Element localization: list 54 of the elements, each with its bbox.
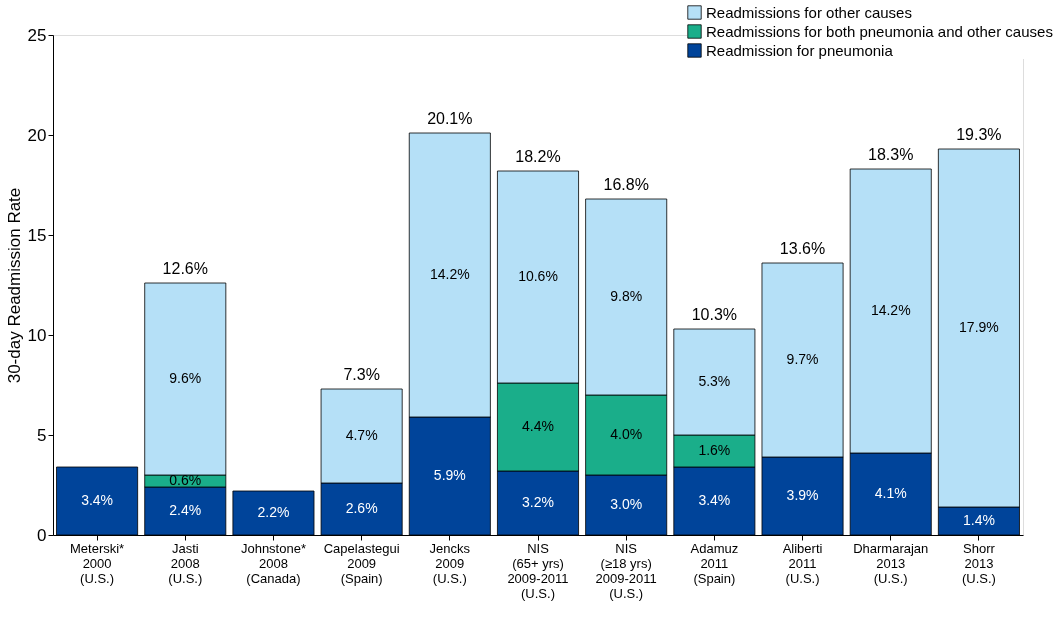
total-label: 20.1% xyxy=(427,110,473,127)
x-tick-label: Johnstone* 2008 (Canada) xyxy=(240,540,306,586)
y-tick-label: 5 xyxy=(37,425,47,445)
data-label: 10.6% xyxy=(518,268,558,284)
y-tick-label: 15 xyxy=(27,225,47,245)
data-label: 3.4% xyxy=(698,492,731,508)
data-label: 9.6% xyxy=(169,370,202,386)
data-label: 4.7% xyxy=(345,427,378,443)
data-label: 17.9% xyxy=(959,319,999,335)
y-tick-label: 20 xyxy=(27,125,47,145)
x-tick-label: Dharmarajan 2013 (U.S.) xyxy=(853,540,929,586)
x-tick-label: Jencks 2009 (U.S.) xyxy=(429,540,471,586)
data-label: 5.3% xyxy=(698,373,731,389)
legend-label: Readmissions for both pneumonia and other causes xyxy=(706,22,1053,40)
legend-label: Readmissions for other causes xyxy=(706,3,912,21)
total-label: 13.6% xyxy=(779,240,826,257)
data-label: 3.2% xyxy=(522,494,554,510)
data-label: 14.2% xyxy=(870,302,911,318)
total-label: 18.2% xyxy=(515,148,561,165)
total-label: 7.3% xyxy=(343,366,380,383)
data-label: 9.7% xyxy=(786,351,819,367)
x-tick-label: NIS (65+ yrs) 2009-2011 (U.S.) xyxy=(507,540,569,601)
data-label: 4.1% xyxy=(874,485,907,501)
total-label: 10.3% xyxy=(691,306,738,323)
data-label: 1.4% xyxy=(962,512,995,528)
x-tick-label: Adamuz 2011 (Spain) xyxy=(690,540,739,586)
data-label: 2.2% xyxy=(257,504,290,520)
data-label: 2.6% xyxy=(345,500,378,516)
total-label: 18.3% xyxy=(868,146,914,163)
data-label: 5.9% xyxy=(433,467,466,483)
data-label: 4.0% xyxy=(610,426,643,442)
data-label: 0.6% xyxy=(169,472,202,488)
data-label: 4.4% xyxy=(522,418,554,434)
x-tick-label: Capelastegui 2009 (Spain) xyxy=(323,540,400,586)
y-tick-label: 10 xyxy=(27,325,47,345)
x-tick-label: Aliberti 2011 (U.S.) xyxy=(782,540,823,586)
total-label: 16.8% xyxy=(603,176,649,193)
data-label: 9.8% xyxy=(610,288,643,304)
total-label: 12.6% xyxy=(162,260,208,277)
x-tick-label: Meterski* 2000 (U.S.) xyxy=(70,540,125,586)
y-axis-title: 30-day Readmission Rate xyxy=(4,187,24,384)
y-tick-label: 0 xyxy=(37,525,47,545)
data-label: 3.9% xyxy=(786,487,819,503)
x-tick-label: NIS (≥18 yrs) 2009-2011 (U.S.) xyxy=(595,540,657,601)
total-label: 19.3% xyxy=(956,126,1002,143)
x-tick-label: Shorr 2013 (U.S.) xyxy=(961,540,996,586)
data-label: 3.0% xyxy=(610,496,643,512)
data-label: 2.4% xyxy=(169,502,202,518)
data-label: 14.2% xyxy=(429,266,470,282)
x-tick-label: Jasti 2008 (U.S.) xyxy=(168,540,203,586)
data-label: 3.4% xyxy=(81,492,114,508)
data-label: 1.6% xyxy=(698,442,731,458)
legend-label: Readmission for pneumonia xyxy=(706,41,894,59)
y-tick-label: 25 xyxy=(27,25,47,45)
